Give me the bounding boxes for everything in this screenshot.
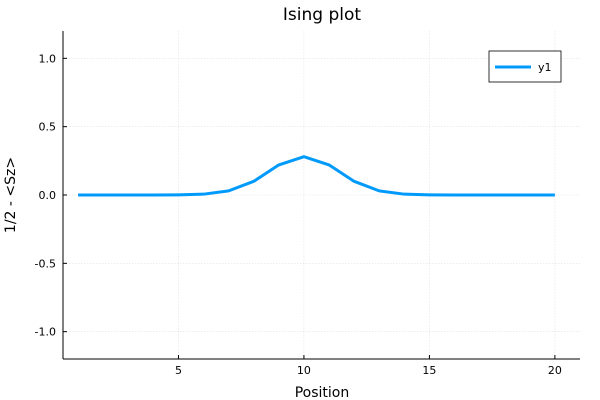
y-tick-label: -1.0 bbox=[35, 326, 56, 339]
grid bbox=[63, 31, 580, 359]
y-tick-label: 1.0 bbox=[39, 52, 57, 65]
y-axis-label: 1/2 - <Sz> bbox=[3, 157, 19, 233]
x-axis-label: Position bbox=[295, 385, 350, 400]
legend-label-y1: y1 bbox=[538, 61, 552, 74]
series bbox=[78, 155, 555, 197]
x-tick-label: 20 bbox=[548, 364, 562, 377]
y-tick-label: 0.0 bbox=[39, 189, 57, 202]
y-tick-label: -0.5 bbox=[35, 257, 56, 270]
x-tick-label: 5 bbox=[175, 364, 182, 377]
x-tick-label: 10 bbox=[297, 364, 311, 377]
legend: y1 bbox=[488, 50, 562, 83]
chart-title: Ising plot bbox=[283, 5, 361, 25]
tick-labels: 5 10 15 20 -1.0 -0.5 0.0 0.5 1.0 bbox=[35, 52, 562, 377]
series-line-y1 bbox=[78, 155, 555, 197]
x-tick-label: 15 bbox=[422, 364, 436, 377]
y-tick-label: 0.5 bbox=[39, 121, 57, 134]
